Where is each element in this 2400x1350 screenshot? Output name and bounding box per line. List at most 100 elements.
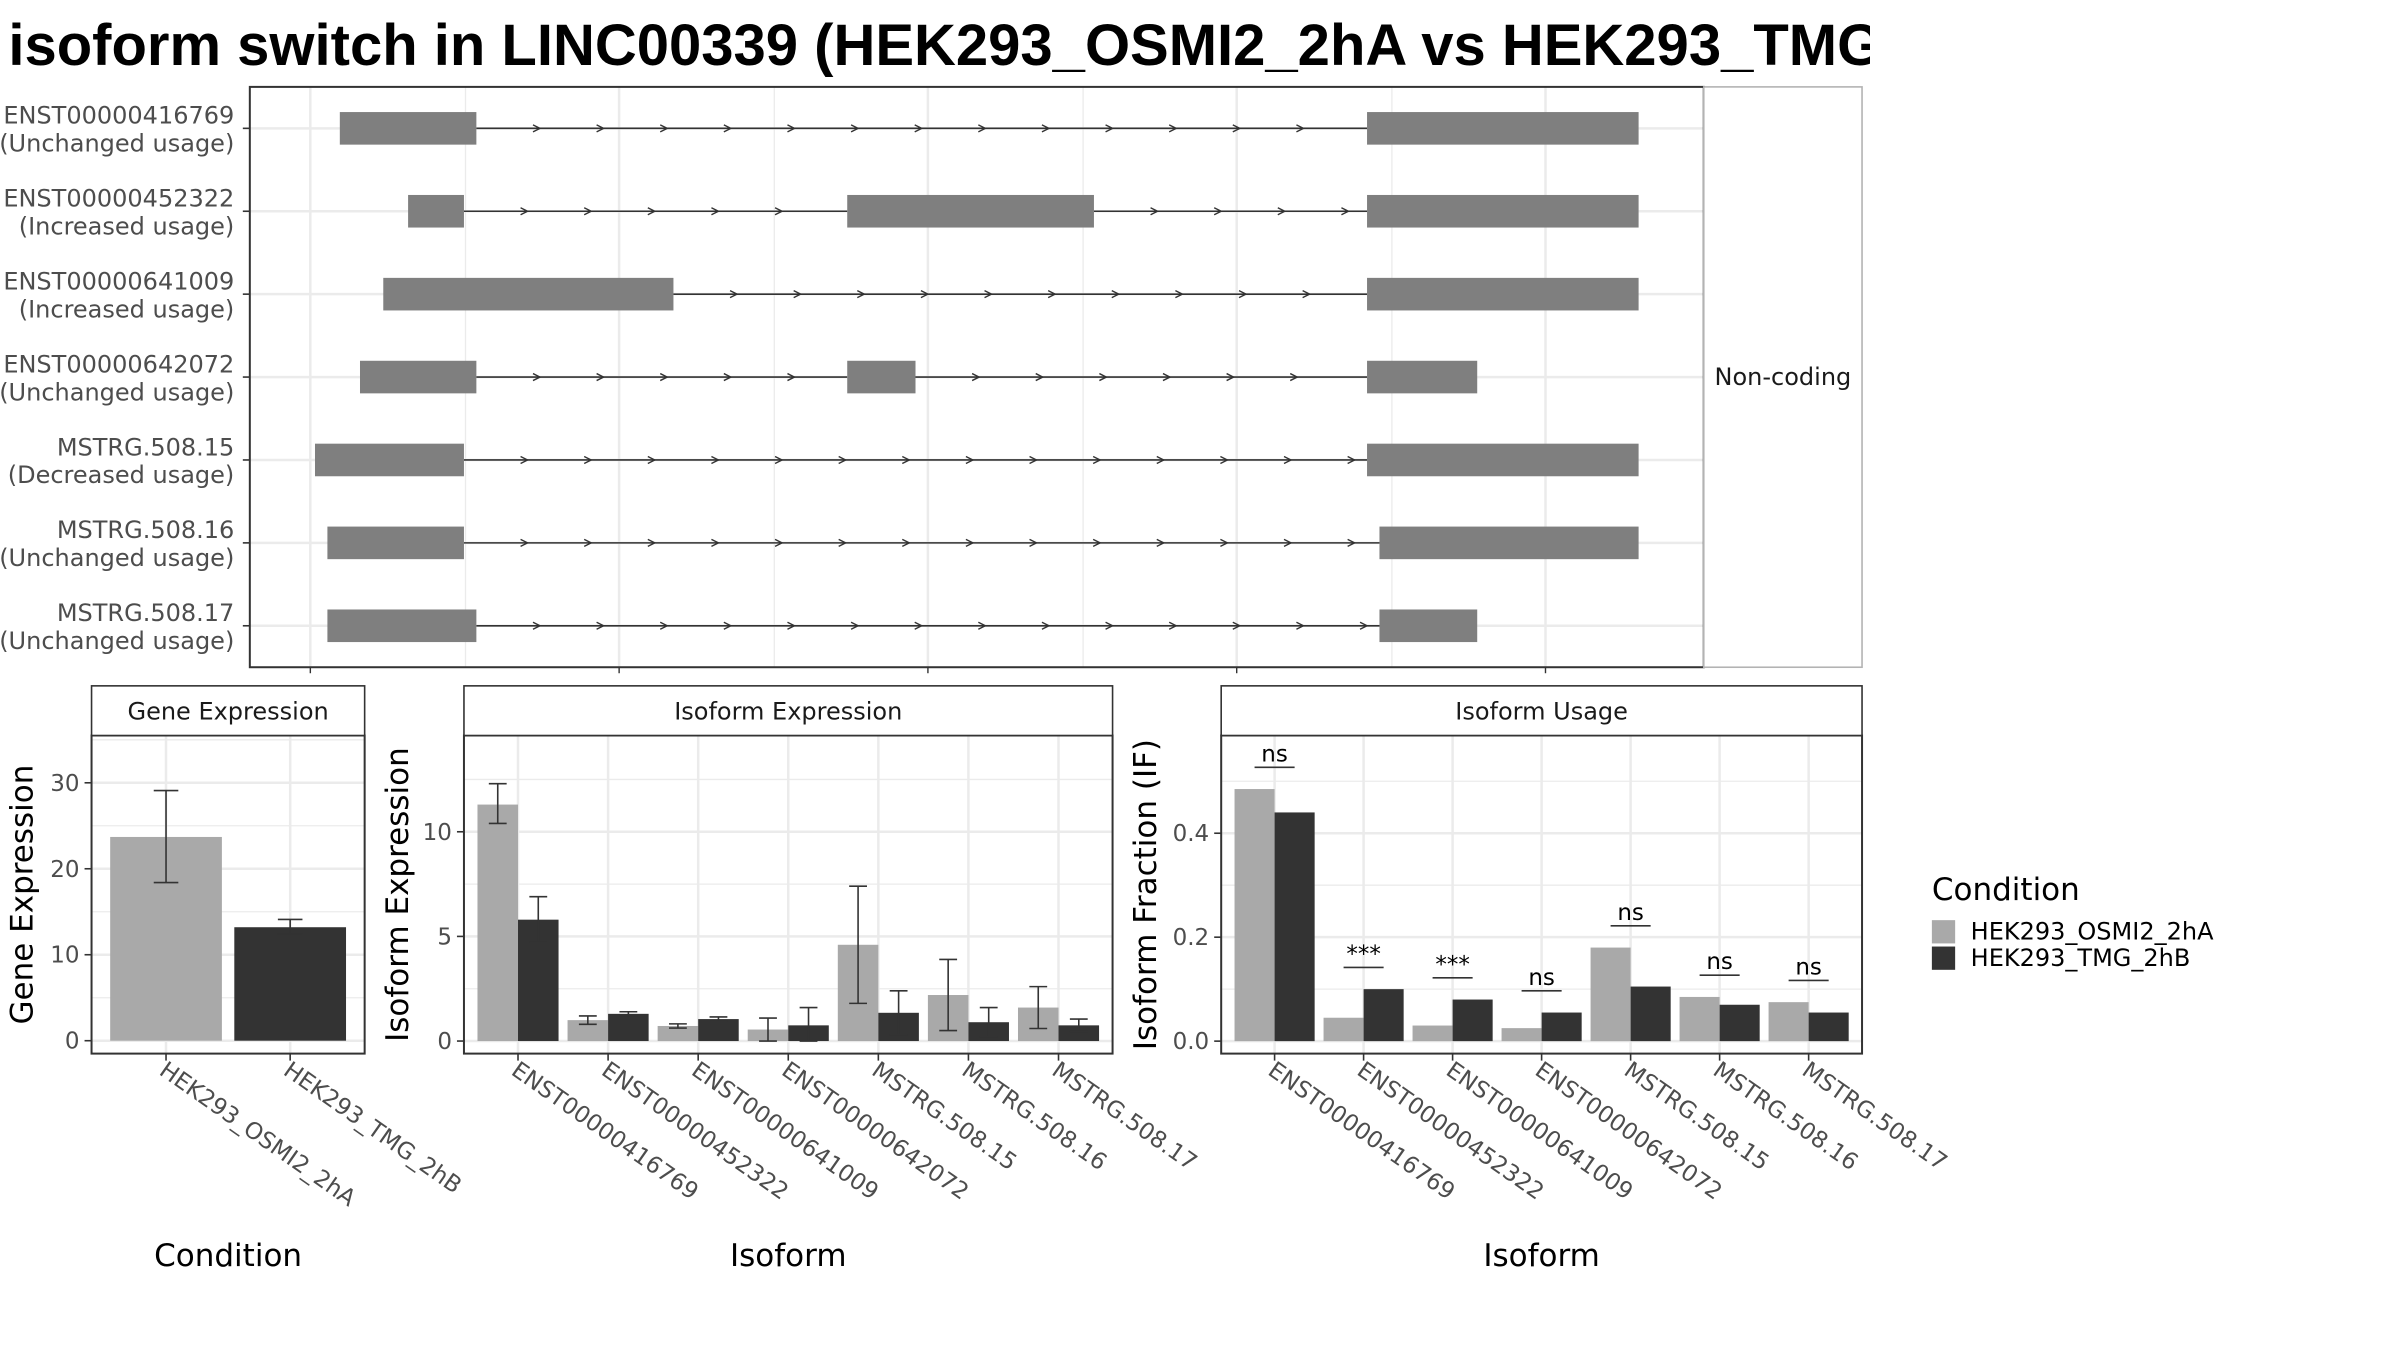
strand-arrow bbox=[1359, 621, 1369, 630]
x-tick-label: MSTRG.508.17 bbox=[1797, 1057, 1951, 1176]
strand-arrow bbox=[856, 290, 866, 299]
strand-arrow bbox=[1029, 455, 1039, 465]
exon bbox=[1367, 194, 1639, 228]
exon bbox=[847, 360, 916, 394]
strand-arrow bbox=[1092, 455, 1102, 465]
strand-arrow bbox=[596, 372, 606, 382]
panel-title: Gene Expression bbox=[127, 698, 328, 726]
strand-arrow bbox=[583, 207, 593, 216]
strand-arrow bbox=[1162, 372, 1172, 382]
transcript-structure-panel: ENST00000416769(Unchanged usage)ENST0000… bbox=[0, 85, 1863, 674]
transcript-label: MSTRG.508.16 bbox=[57, 516, 234, 544]
transcript-label: ENST00000642072 bbox=[3, 350, 234, 378]
facet-strip bbox=[463, 685, 1114, 737]
bar bbox=[657, 1025, 699, 1042]
transcript-usage-label: (Unchanged usage) bbox=[0, 130, 234, 158]
y-tick-label: 30 bbox=[50, 771, 79, 797]
strand-arrow bbox=[1047, 290, 1057, 299]
strand-arrow bbox=[787, 124, 797, 133]
facet-label: Non-coding bbox=[1715, 363, 1852, 391]
strand-arrow bbox=[729, 290, 739, 299]
bar bbox=[1679, 996, 1720, 1042]
chart-title: e isoform switch in LINC00339 (HEK293_OS… bbox=[0, 13, 1870, 78]
panel-title: Isoform Usage bbox=[1455, 698, 1628, 726]
exon bbox=[847, 194, 1094, 228]
exon bbox=[1367, 112, 1639, 145]
bar bbox=[1412, 1025, 1453, 1042]
x-axis-title: Isoform bbox=[1483, 1238, 1600, 1274]
strand-arrow bbox=[1175, 290, 1184, 299]
exon bbox=[1379, 609, 1478, 643]
strand-arrow bbox=[774, 455, 784, 465]
strand-arrow bbox=[914, 124, 924, 133]
exon bbox=[327, 609, 477, 643]
strand-arrow bbox=[793, 290, 803, 299]
legend-title: Condition bbox=[1932, 872, 2080, 908]
bar bbox=[1234, 789, 1275, 1042]
strand-arrow bbox=[1035, 372, 1045, 382]
y-axis-title: Isoform Fraction (IF) bbox=[1128, 739, 1164, 1050]
bar bbox=[1808, 1012, 1849, 1042]
strand-arrow bbox=[901, 538, 911, 547]
bar bbox=[1768, 1002, 1809, 1042]
bar bbox=[1719, 1004, 1760, 1042]
strand-arrow bbox=[532, 621, 542, 630]
strand-arrow bbox=[774, 207, 784, 216]
transcript-usage-label: (Increased usage) bbox=[19, 213, 235, 241]
transcript-usage-label: (Increased usage) bbox=[19, 295, 235, 323]
transcript-usage-label: (Unchanged usage) bbox=[0, 544, 234, 572]
exon bbox=[1367, 443, 1639, 477]
strand-arrow bbox=[978, 124, 987, 133]
strand-arrow bbox=[965, 538, 975, 547]
strand-arrow bbox=[711, 538, 721, 547]
strand-arrow bbox=[1029, 538, 1039, 547]
strand-arrow bbox=[914, 621, 924, 630]
strand-arrow bbox=[1168, 124, 1178, 133]
bar bbox=[1452, 999, 1493, 1042]
y-tick-label: 0 bbox=[65, 1029, 80, 1055]
strand-arrow bbox=[1341, 207, 1350, 216]
strand-arrow bbox=[1105, 124, 1115, 133]
y-tick-label: 0.0 bbox=[1173, 1029, 1210, 1055]
strand-arrow bbox=[1226, 372, 1236, 382]
strand-arrow bbox=[1296, 621, 1305, 630]
significance-label: *** bbox=[1346, 941, 1381, 967]
facet-strip bbox=[1220, 685, 1863, 737]
strand-arrow bbox=[659, 124, 669, 133]
transcript-label: MSTRG.508.17 bbox=[57, 599, 234, 627]
y-tick-label: 0.2 bbox=[1173, 925, 1210, 951]
significance-label: ns bbox=[1795, 954, 1822, 980]
strand-arrow bbox=[1283, 538, 1293, 547]
panel-title: Isoform Expression bbox=[674, 698, 902, 726]
transcript-usage-label: (Decreased usage) bbox=[8, 461, 235, 489]
facet-strip bbox=[90, 685, 366, 737]
strand-arrow bbox=[596, 621, 606, 630]
strand-arrow bbox=[647, 207, 657, 216]
strand-arrow bbox=[723, 621, 733, 630]
strand-arrow bbox=[984, 290, 994, 299]
strand-arrow bbox=[723, 372, 733, 382]
legend-swatch bbox=[1931, 946, 1956, 970]
strand-arrow bbox=[647, 538, 657, 547]
bar bbox=[608, 1013, 649, 1042]
strand-arrow bbox=[1213, 207, 1223, 216]
strand-arrow bbox=[711, 207, 721, 216]
strand-arrow bbox=[850, 621, 860, 630]
significance-label: *** bbox=[1435, 952, 1470, 978]
y-tick-label: 20 bbox=[50, 857, 79, 883]
strand-arrow bbox=[920, 290, 930, 299]
exon bbox=[339, 112, 477, 145]
y-tick-label: 10 bbox=[423, 820, 452, 846]
significance-label: ns bbox=[1261, 741, 1288, 767]
y-tick-label: 0.4 bbox=[1173, 821, 1210, 847]
legend-swatch bbox=[1931, 920, 1956, 944]
strand-arrow bbox=[711, 455, 721, 465]
strand-arrow bbox=[520, 538, 530, 547]
strand-arrow bbox=[1289, 372, 1299, 382]
transcript-usage-label: (Unchanged usage) bbox=[0, 627, 234, 655]
strand-arrow bbox=[1238, 290, 1248, 299]
strand-arrow bbox=[1277, 207, 1287, 216]
strand-arrow bbox=[583, 455, 593, 465]
